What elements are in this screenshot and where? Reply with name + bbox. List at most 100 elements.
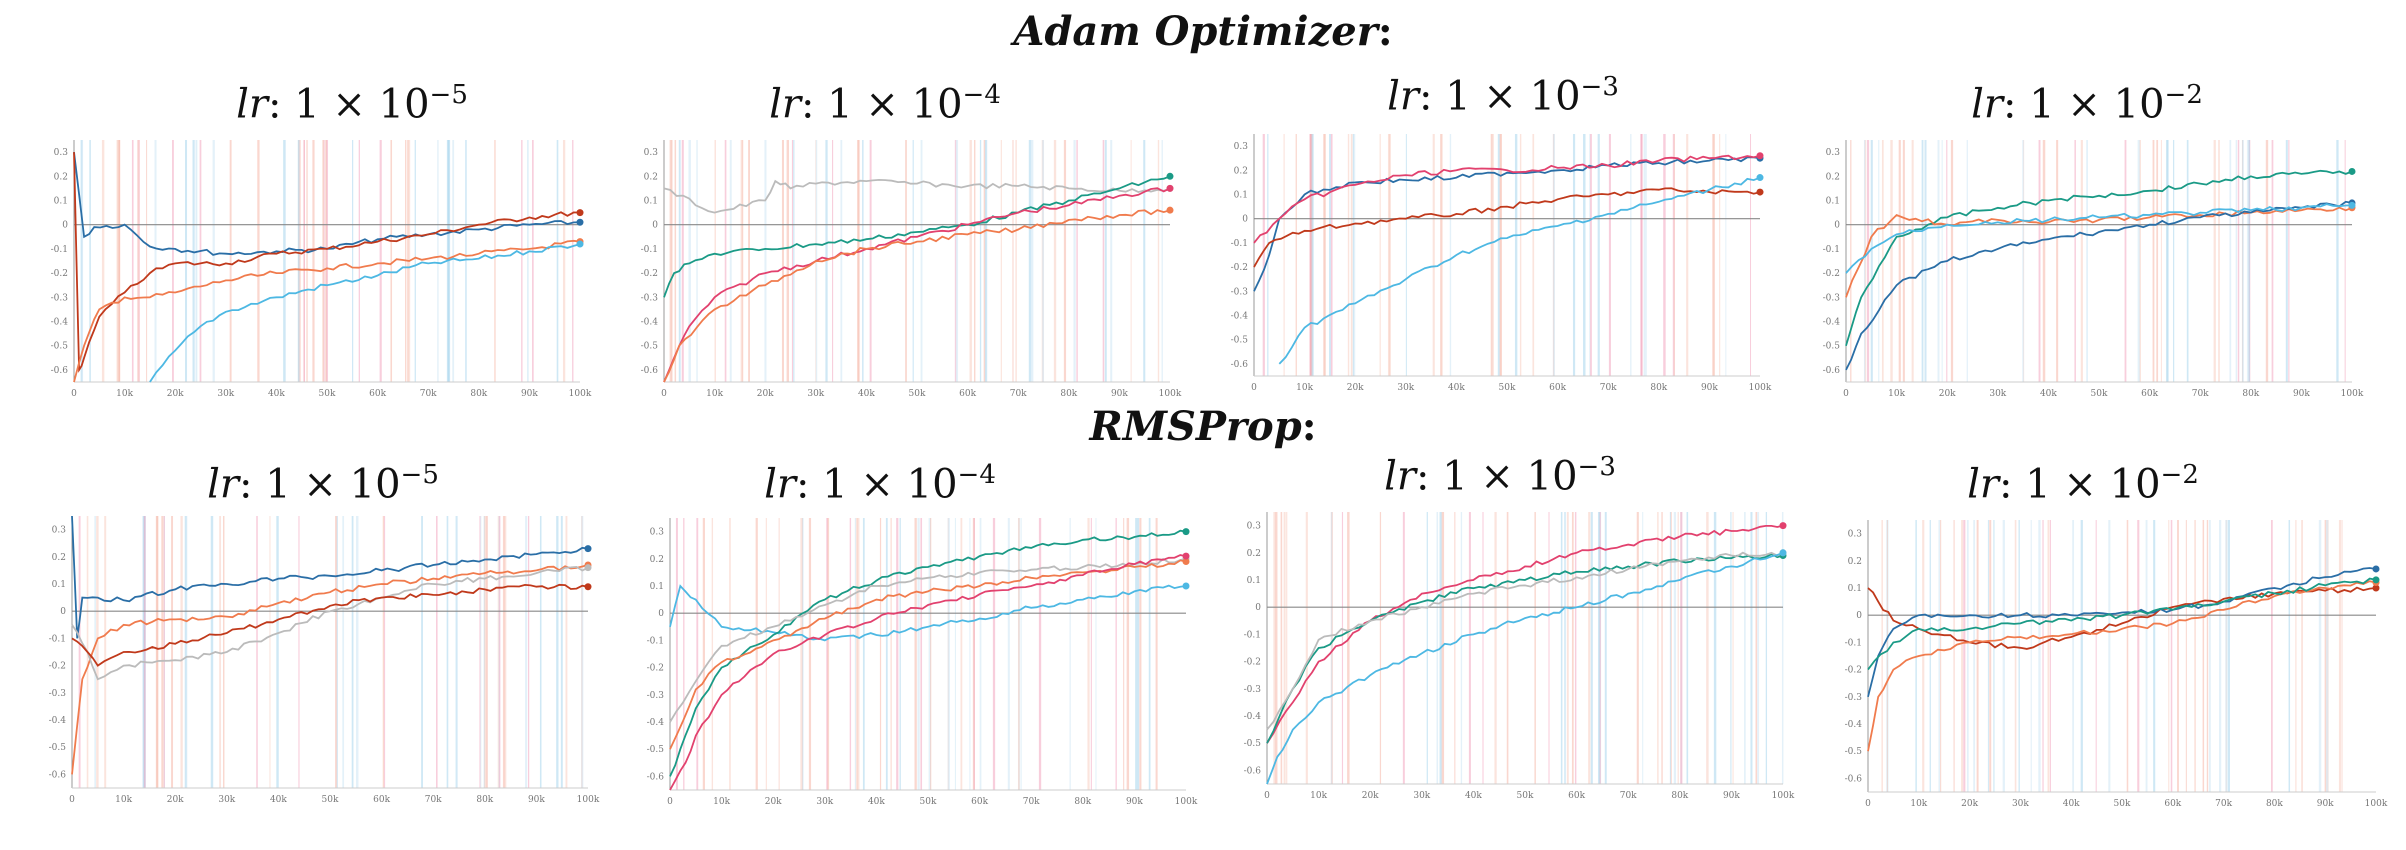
panel-title-adam-1e-5: lr: 1 × 10−5: [236, 80, 468, 128]
x-tick-label: 80k: [2266, 799, 2283, 809]
series-line-gray: [663, 178, 1171, 214]
background-streaks: [78, 516, 584, 788]
y-tick-label: 0.3: [54, 148, 69, 158]
x-tick-label: 70k: [2215, 799, 2232, 809]
series-line-light_blue: [1266, 551, 1784, 785]
y-tick-label: 0.1: [650, 582, 664, 592]
x-tick-label: 30k: [217, 389, 234, 399]
x-tick-label: 10k: [1310, 791, 1327, 801]
y-tick-label: -0.5: [1823, 342, 1841, 352]
series-line-dark_red: [73, 152, 581, 373]
y-tick-label: -0.6: [49, 770, 67, 780]
y-tick-label: -0.6: [1823, 366, 1841, 376]
y-tick-label: 0.1: [644, 197, 658, 207]
series-line-gray: [1266, 551, 1784, 731]
y-tick-label: -0.6: [641, 366, 659, 376]
series-endpoint-teal: [1166, 172, 1174, 180]
x-tick-label: 20k: [1939, 389, 1956, 399]
x-tick-label: 60k: [373, 795, 390, 805]
chart-panel-6: 0.3 0.2 0.1 0 -0.1 -0.2 -0.3 -0.4 -0.5 -0.6 0 10k 20…: [1244, 512, 1795, 801]
y-tick-label: -0.3: [1244, 685, 1262, 695]
y-tick-label: -0.1: [641, 245, 658, 255]
series-line-dark_blue: [1845, 200, 2353, 371]
background-streaks: [1273, 512, 1784, 784]
x-tick-label: 100k: [1772, 791, 1795, 801]
series-endpoint-dark_red: [576, 209, 584, 217]
background-streaks: [669, 140, 1163, 382]
series-line-light_blue: [149, 243, 581, 383]
x-tick-label: 60k: [2164, 799, 2181, 809]
series-endpoint-light_blue: [576, 240, 584, 248]
x-tick-label: 0: [1264, 791, 1270, 801]
series-line-orange: [1845, 206, 2353, 298]
x-tick-label: 80k: [476, 795, 493, 805]
x-tick-label: 40k: [2063, 799, 2080, 809]
x-tick-label: 50k: [920, 797, 937, 807]
panel-title-adam-1e-2: lr: 1 × 10−2: [1971, 80, 2203, 128]
x-tick-label: 0: [1865, 799, 1871, 809]
chart-panel-4: 0.3 0.2 0.1 0 -0.1 -0.2 -0.3 -0.4 -0.5 -0.6 0 10k 20…: [49, 515, 600, 805]
series-line-dark_red: [1253, 187, 1761, 268]
y-tick-label: 0.2: [644, 172, 658, 182]
x-tick-label: 60k: [1549, 383, 1566, 393]
adam-section-title: Adam Optimizer:: [0, 8, 2406, 55]
series-line-dark_red: [71, 583, 589, 667]
y-tick-label: -0.3: [647, 691, 665, 701]
x-tick-label: 60k: [2141, 389, 2158, 399]
y-tick-label: 0.2: [1247, 549, 1261, 559]
y-tick-label: -0.2: [647, 664, 664, 674]
chart-panel-7: 0.3 0.2 0.1 0 -0.1 -0.2 -0.3 -0.4 -0.5 -0.6 0 10k 20…: [1845, 520, 2388, 809]
y-tick-label: -0.1: [1244, 630, 1261, 640]
x-tick-label: 50k: [1517, 791, 1534, 801]
x-tick-label: 40k: [268, 389, 285, 399]
background-streaks: [1262, 134, 1752, 376]
series-endpoint-orange: [1182, 558, 1190, 566]
x-tick-label: 80k: [1074, 797, 1091, 807]
y-tick-label: -0.3: [641, 293, 659, 303]
y-tick-label: 0.2: [52, 553, 66, 563]
series-endpoint-pink: [1182, 552, 1190, 560]
x-tick-label: 30k: [2012, 799, 2029, 809]
x-tick-label: 60k: [971, 797, 988, 807]
y-tick-label: 0.3: [1234, 142, 1249, 152]
series-line-pink: [1253, 154, 1761, 244]
x-tick-label: 40k: [2040, 389, 2057, 399]
series-line-light_blue: [669, 584, 1187, 642]
x-tick-label: 80k: [2242, 389, 2259, 399]
y-tick-label: 0: [60, 607, 66, 617]
x-tick-label: 80k: [1650, 383, 1667, 393]
chart-panel-3: 0.3 0.2 0.1 0 -0.1 -0.2 -0.3 -0.4 -0.5 -0.6 0 10k 20…: [1823, 140, 2364, 399]
series-line-orange: [73, 239, 581, 383]
x-tick-label: 70k: [1023, 797, 1040, 807]
y-tick-label: 0.3: [52, 526, 67, 536]
y-tick-label: -0.4: [647, 718, 665, 728]
x-tick-label: 50k: [319, 389, 336, 399]
y-tick-label: -0.1: [1823, 245, 1840, 255]
x-tick-label: 60k: [959, 389, 976, 399]
x-tick-label: 70k: [1010, 389, 1027, 399]
x-tick-label: 90k: [1701, 383, 1718, 393]
x-tick-label: 10k: [116, 389, 133, 399]
series-line-teal: [1845, 169, 2353, 346]
y-tick-label: 0: [652, 221, 658, 231]
y-tick-label: -0.5: [1845, 747, 1863, 757]
y-tick-label: -0.5: [49, 743, 67, 753]
series-endpoint-dark_blue: [576, 218, 584, 226]
rmsprop-section-title: RMSProp:: [0, 403, 2406, 450]
background-streaks: [1881, 520, 2343, 792]
x-tick-label: 40k: [1448, 383, 1465, 393]
y-tick-label: -0.2: [641, 269, 658, 279]
series-endpoint-pink: [1166, 184, 1174, 192]
series-line-dark_blue: [71, 515, 589, 639]
adam-title-text: Adam Optimizer: [1013, 8, 1378, 55]
series-endpoint-pink: [1779, 522, 1787, 530]
y-tick-label: -0.4: [51, 318, 69, 328]
series-endpoint-light_blue: [1779, 549, 1787, 557]
x-tick-label: 50k: [909, 389, 926, 399]
y-tick-label: 0.2: [54, 172, 68, 182]
x-tick-label: 90k: [1126, 797, 1143, 807]
x-tick-label: 100k: [2341, 389, 2364, 399]
x-tick-label: 90k: [2293, 389, 2310, 399]
series-line-light_blue: [1278, 176, 1761, 365]
